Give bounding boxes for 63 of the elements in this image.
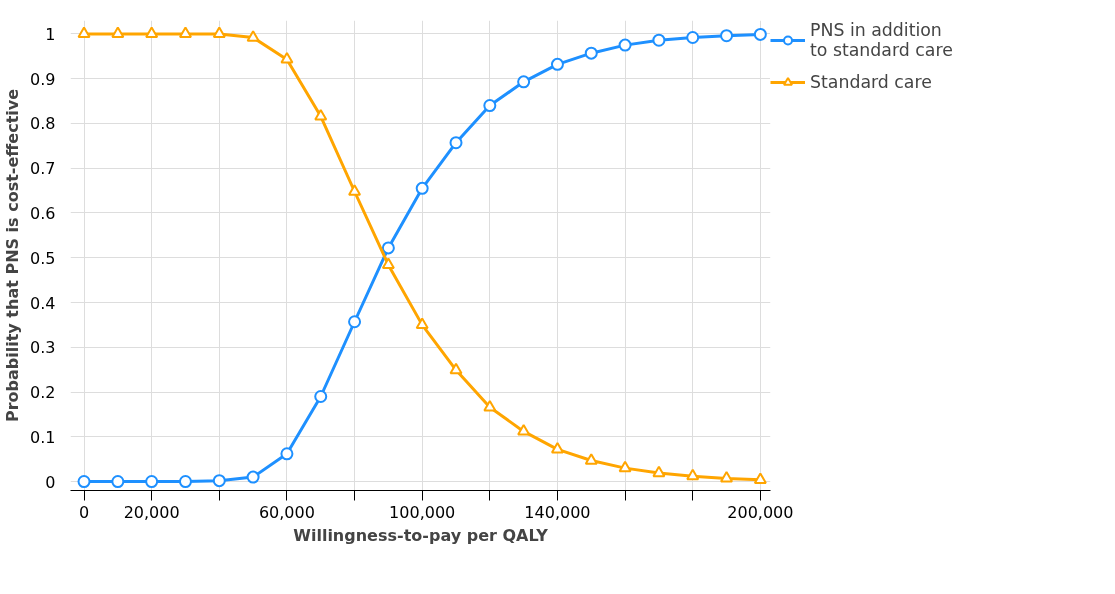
point bbox=[652, 465, 666, 478]
y-tick-label: 0.3 bbox=[30, 338, 56, 358]
point bbox=[178, 26, 192, 39]
point bbox=[145, 475, 159, 489]
point bbox=[686, 31, 700, 44]
x-tick-label: 200,000 bbox=[727, 502, 794, 522]
point bbox=[753, 472, 767, 484]
point bbox=[111, 475, 125, 489]
point bbox=[77, 26, 91, 39]
point bbox=[212, 26, 226, 39]
point bbox=[584, 453, 598, 465]
y-axis-title: Probability that PNS is cost-effective bbox=[3, 88, 23, 423]
point bbox=[517, 75, 531, 89]
point bbox=[280, 52, 294, 64]
y-tick-label: 0.9 bbox=[30, 69, 56, 89]
y-tick-label: 0.6 bbox=[30, 203, 56, 223]
point bbox=[449, 136, 463, 150]
point bbox=[720, 471, 734, 483]
point bbox=[415, 317, 429, 330]
point bbox=[246, 30, 260, 42]
point bbox=[618, 38, 632, 52]
y-tick-label: 0.7 bbox=[30, 159, 56, 179]
point bbox=[280, 447, 294, 461]
y-tick-label: 0.2 bbox=[30, 383, 56, 403]
y-tick-label: 0.1 bbox=[30, 427, 56, 447]
point bbox=[618, 460, 632, 473]
point bbox=[314, 390, 328, 403]
point bbox=[178, 475, 192, 489]
point bbox=[111, 26, 125, 39]
x-tick-label: 60,000 bbox=[258, 502, 315, 522]
legend-label: Standard care bbox=[810, 72, 932, 92]
y-tick-label: 0.4 bbox=[30, 293, 56, 313]
point bbox=[584, 46, 598, 60]
point bbox=[348, 184, 362, 196]
point bbox=[753, 27, 767, 41]
point bbox=[212, 474, 226, 488]
point bbox=[381, 241, 395, 255]
x-tick-label: 20,000 bbox=[123, 502, 180, 522]
point bbox=[550, 57, 564, 71]
point bbox=[449, 362, 463, 375]
y-tick-label: 1 bbox=[45, 24, 56, 44]
point bbox=[381, 257, 395, 270]
x-tick-label: 140,000 bbox=[524, 502, 591, 522]
point bbox=[415, 181, 429, 195]
point bbox=[517, 424, 531, 436]
point bbox=[483, 99, 497, 113]
x-tick-label: 100,000 bbox=[389, 502, 456, 522]
x-tick-label: 0 bbox=[78, 502, 90, 522]
point bbox=[246, 470, 260, 484]
y-tick-label: 0 bbox=[45, 472, 56, 492]
point bbox=[483, 399, 497, 412]
point bbox=[348, 315, 362, 329]
point bbox=[720, 29, 734, 43]
point bbox=[652, 33, 666, 47]
y-tick-label: 0.5 bbox=[30, 248, 56, 268]
point bbox=[314, 108, 328, 121]
point bbox=[550, 441, 564, 454]
point bbox=[77, 475, 91, 489]
legend-label: PNS in addition to standard care bbox=[810, 20, 953, 60]
y-tick-label: 0.8 bbox=[30, 114, 56, 134]
point bbox=[145, 26, 159, 39]
point bbox=[686, 468, 700, 481]
x-axis-title: Willingness-to-pay per QALY bbox=[293, 525, 549, 545]
